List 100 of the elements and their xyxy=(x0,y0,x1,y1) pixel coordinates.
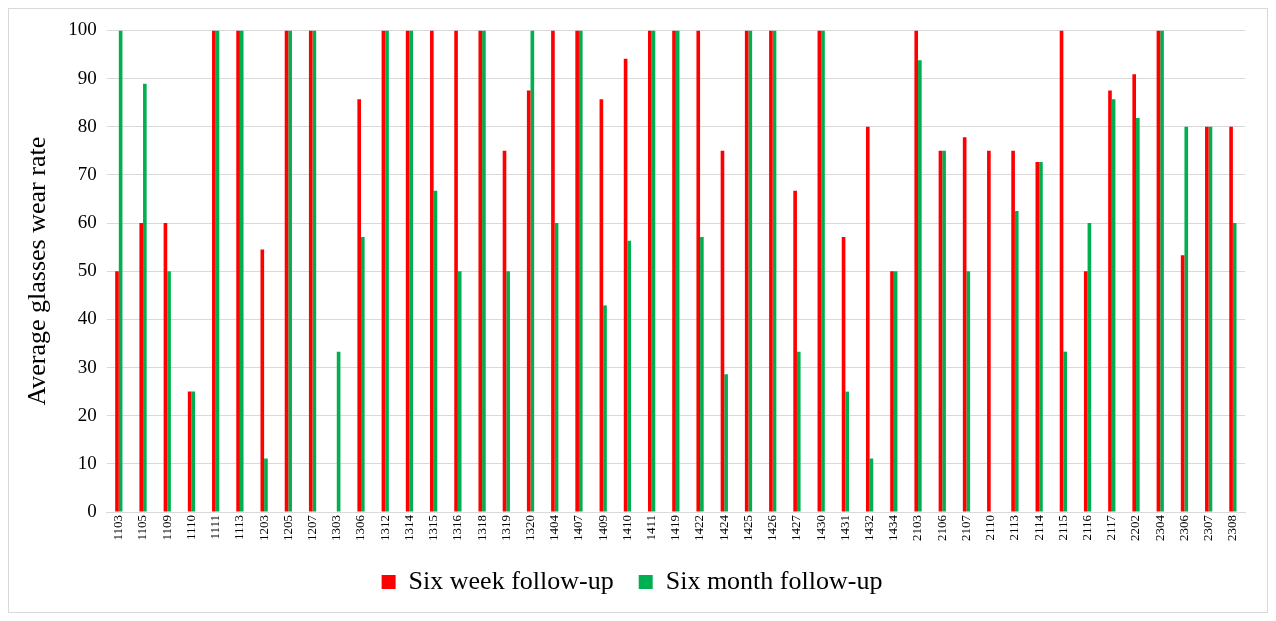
bar xyxy=(1083,271,1088,512)
bar xyxy=(1184,126,1189,512)
legend-label: Six week follow-up xyxy=(408,565,614,595)
x-tick-label: 1316 xyxy=(449,514,465,541)
x-tick-label: 2306 xyxy=(1175,514,1191,541)
bar xyxy=(966,271,971,512)
bar xyxy=(361,237,365,512)
bar xyxy=(212,30,216,512)
bar xyxy=(769,30,773,512)
x-tick-label: 2307 xyxy=(1200,514,1216,541)
x-tick-label: 1320 xyxy=(521,515,537,541)
x-tick-label: 1419 xyxy=(667,515,683,541)
bar xyxy=(1232,223,1237,512)
x-tick-label: 2202 xyxy=(1127,515,1143,541)
bar xyxy=(696,30,701,512)
y-tick-label: 0 xyxy=(87,499,97,521)
bar xyxy=(457,271,462,512)
x-tick-label: 1426 xyxy=(764,514,780,541)
y-tick-label: 20 xyxy=(77,403,97,425)
bar xyxy=(1205,126,1209,512)
bar xyxy=(914,30,919,512)
bar xyxy=(648,30,652,512)
x-tick-label: 2106 xyxy=(933,514,949,541)
x-tick-label: 1432 xyxy=(861,515,877,541)
bar xyxy=(385,30,389,512)
y-tick-label: 50 xyxy=(77,259,97,281)
bar xyxy=(115,271,119,512)
bar xyxy=(744,30,749,512)
bar xyxy=(239,30,244,512)
x-tick-label: 2114 xyxy=(1030,514,1046,541)
bar xyxy=(308,30,313,512)
x-tick-label: 1303 xyxy=(328,515,344,541)
x-tick-label: 1314 xyxy=(400,514,416,541)
bar xyxy=(482,30,486,512)
bar xyxy=(506,271,510,512)
x-tick-label: 1113 xyxy=(231,515,247,541)
x-tick-label: 1103 xyxy=(110,515,126,541)
bar xyxy=(478,30,483,512)
bar xyxy=(821,30,825,512)
bar xyxy=(578,30,583,512)
x-tick-label: 1431 xyxy=(836,515,852,541)
bar xyxy=(1136,118,1140,512)
bar xyxy=(700,237,704,512)
bar xyxy=(1039,161,1043,512)
y-tick-label: 90 xyxy=(77,66,97,88)
x-tick-label: 2117 xyxy=(1103,514,1119,541)
x-tick-label: 1425 xyxy=(739,515,755,541)
bar xyxy=(357,99,361,512)
bar xyxy=(987,150,991,512)
bar xyxy=(264,458,268,512)
bar xyxy=(603,305,607,512)
bar xyxy=(1229,126,1233,512)
y-tick-label: 60 xyxy=(77,211,97,233)
bar xyxy=(942,150,946,512)
y-axis-title: Average glasses wear rate xyxy=(22,136,52,406)
bar xyxy=(1063,351,1067,512)
x-tick-label: 2116 xyxy=(1079,514,1094,541)
bar xyxy=(918,60,922,512)
x-tick-label: 2103 xyxy=(909,515,925,541)
x-tick-label: 1409 xyxy=(594,515,610,541)
x-tick-label: 2115 xyxy=(1054,515,1070,541)
bar xyxy=(139,223,144,512)
x-tick-label: 1410 xyxy=(618,515,634,541)
x-tick-label: 1109 xyxy=(158,515,174,541)
x-tick-label: 2110 xyxy=(982,515,998,541)
x-tick-label: 1312 xyxy=(376,515,392,541)
y-tick-label: 80 xyxy=(77,114,97,136)
x-tick-label: 1207 xyxy=(303,514,319,541)
bar xyxy=(526,90,531,512)
x-tick-label: 1110 xyxy=(182,515,198,541)
x-tick-label: 1315 xyxy=(425,515,441,541)
bar xyxy=(236,30,240,512)
bar xyxy=(551,30,555,512)
x-tick-label: 2113 xyxy=(1006,515,1022,541)
bar xyxy=(845,391,850,512)
bar xyxy=(1014,211,1019,512)
y-tick-label: 30 xyxy=(77,355,97,377)
y-tick-label: 70 xyxy=(77,162,97,184)
bar xyxy=(167,271,171,512)
x-tick-label: 1105 xyxy=(134,515,150,541)
x-tick-label: 1422 xyxy=(691,515,707,541)
x-tick-label: 1430 xyxy=(812,515,828,541)
x-tick-label: 1111 xyxy=(207,515,223,540)
bar xyxy=(865,126,870,512)
x-tick-label: 2308 xyxy=(1224,515,1240,541)
x-tick-label: 2107 xyxy=(957,514,973,541)
x-tick-label: 1319 xyxy=(497,515,513,541)
bar xyxy=(890,271,894,512)
bar xyxy=(191,391,196,512)
bar xyxy=(1108,90,1112,512)
bar xyxy=(288,30,292,512)
bar xyxy=(575,30,579,512)
y-tick-label: 40 xyxy=(77,307,97,329)
x-tick-label: 1205 xyxy=(279,515,295,541)
bar xyxy=(1011,150,1015,512)
x-tick-label: 1427 xyxy=(788,514,804,541)
x-tick-label: 1306 xyxy=(352,514,368,541)
y-tick-label: 10 xyxy=(77,451,97,473)
bar xyxy=(627,240,632,512)
bar xyxy=(454,30,458,512)
